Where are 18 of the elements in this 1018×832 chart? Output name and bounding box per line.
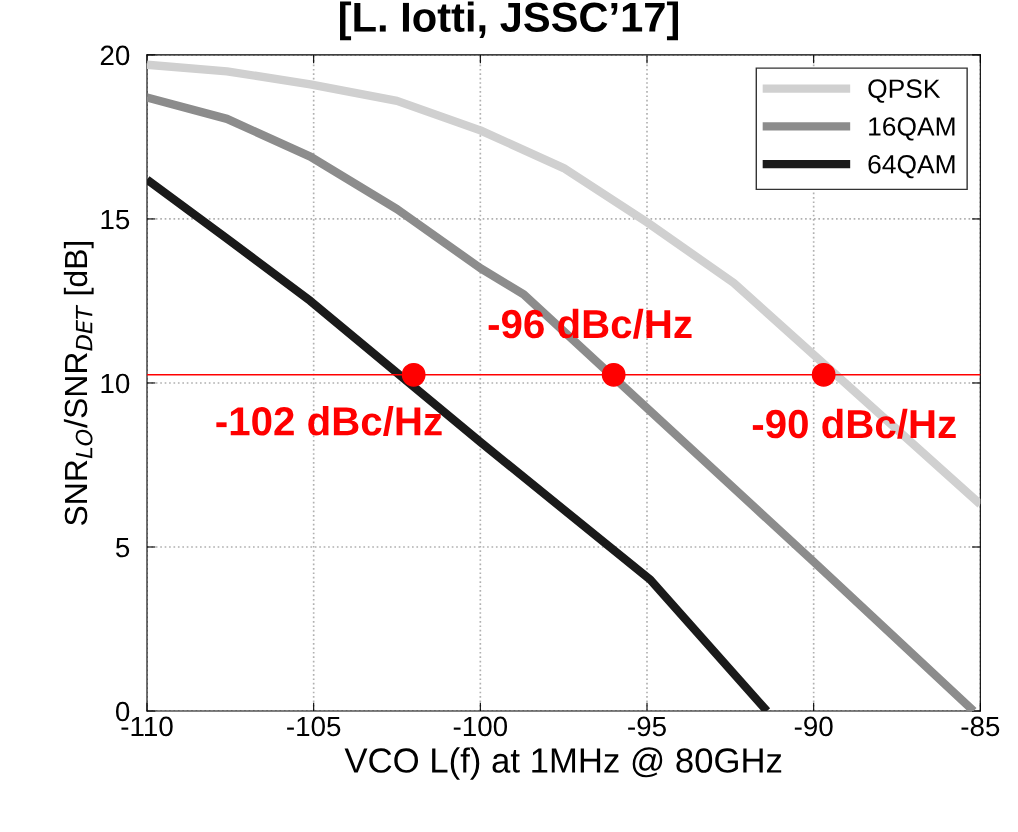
x-tick-label: -85 [961,716,1000,737]
y-tick-label: 15 [101,209,130,230]
x-tick-label: -100 [453,716,508,737]
x-tick-label: -90 [794,716,833,737]
legend-label: 64QAM [868,154,955,179]
annotation: -96 dBc/Hz [488,308,692,339]
chart-title: [L. Iotti, JSSC’17] [340,1,678,41]
annotation: -90 dBc/Hz [752,408,956,439]
y-tick-label: 5 [116,537,130,558]
y-tick-label: 10 [101,373,130,394]
x-tick-label: -105 [287,716,341,737]
y-axis-title: SNR$_{LO}$/SNR$_{DET}$ [dB] [63,241,94,526]
x-tick-label: -95 [628,716,666,737]
legend-label: 16QAM [869,117,955,141]
legend-label: QPSK [868,79,941,103]
annotation: -102 dBc/Hz [216,405,442,436]
y-tick-label: 20 [100,45,130,66]
x-axis-title: VCO L(f) at 1MHz @ 80GHz [344,747,782,780]
